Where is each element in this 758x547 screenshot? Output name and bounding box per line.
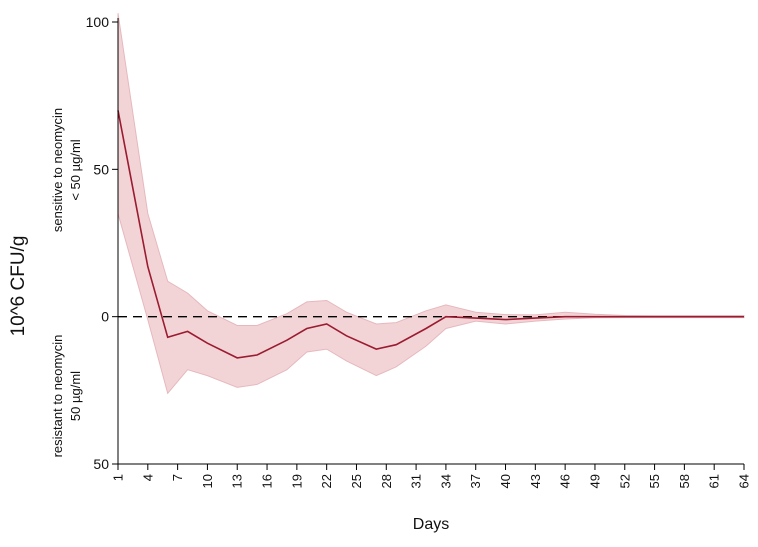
y-tick-label: 50	[93, 161, 109, 177]
x-tick-label: 49	[587, 474, 602, 488]
x-tick-label: 16	[260, 474, 275, 488]
x-tick-label: 31	[409, 474, 424, 488]
x-axis-title: Days	[413, 516, 449, 533]
x-tick-label: 28	[379, 474, 394, 488]
lower-region-label-line2: 50 µg/ml	[68, 371, 83, 421]
x-tick-label: 58	[677, 474, 692, 488]
x-tick-label: 10	[200, 474, 215, 488]
confidence-band-layer	[117, 13, 745, 395]
y-axis-title: 10^6 CFU/g	[8, 236, 29, 337]
y-tick-label: 100	[86, 14, 110, 30]
x-tick-label: 4	[140, 474, 155, 481]
x-tick-label: 34	[438, 474, 453, 488]
series-line-layer	[117, 110, 744, 359]
x-tick-label: 61	[707, 474, 722, 488]
upper-region-label-line1: sensitive to neomycin	[50, 108, 65, 232]
confidence-band-0	[117, 13, 745, 395]
x-ticks-layer: 1 4 7 10 13 16 19 22 25 28 31 34 37 40 43 46 49 52 55 58 61 6…	[111, 464, 752, 488]
x-tick-label: 19	[289, 474, 304, 488]
x-tick-label: 25	[349, 474, 364, 488]
y-ticks-layer: 100 50 0 50	[86, 14, 118, 472]
x-tick-label: 13	[230, 474, 245, 488]
y-tick-label: 50	[93, 456, 109, 472]
series-line-0	[117, 110, 744, 359]
x-tick-label: 52	[617, 474, 632, 488]
x-tick-label: 22	[319, 474, 334, 488]
x-tick-label: 7	[170, 474, 185, 481]
x-tick-label: 40	[498, 474, 513, 488]
x-tick-label: 46	[558, 474, 573, 488]
x-tick-label: 1	[111, 474, 126, 481]
axes-layer	[117, 18, 744, 465]
x-tick-label: 43	[528, 474, 543, 488]
lower-region-label-line1: resistant to neomycin	[50, 335, 65, 458]
x-tick-label: 55	[647, 474, 662, 488]
upper-region-label-line2: < 50 µg/ml	[68, 139, 83, 200]
x-tick-label: 64	[737, 474, 752, 488]
y-tick-label: 0	[101, 309, 109, 325]
x-tick-label: 37	[468, 474, 483, 488]
